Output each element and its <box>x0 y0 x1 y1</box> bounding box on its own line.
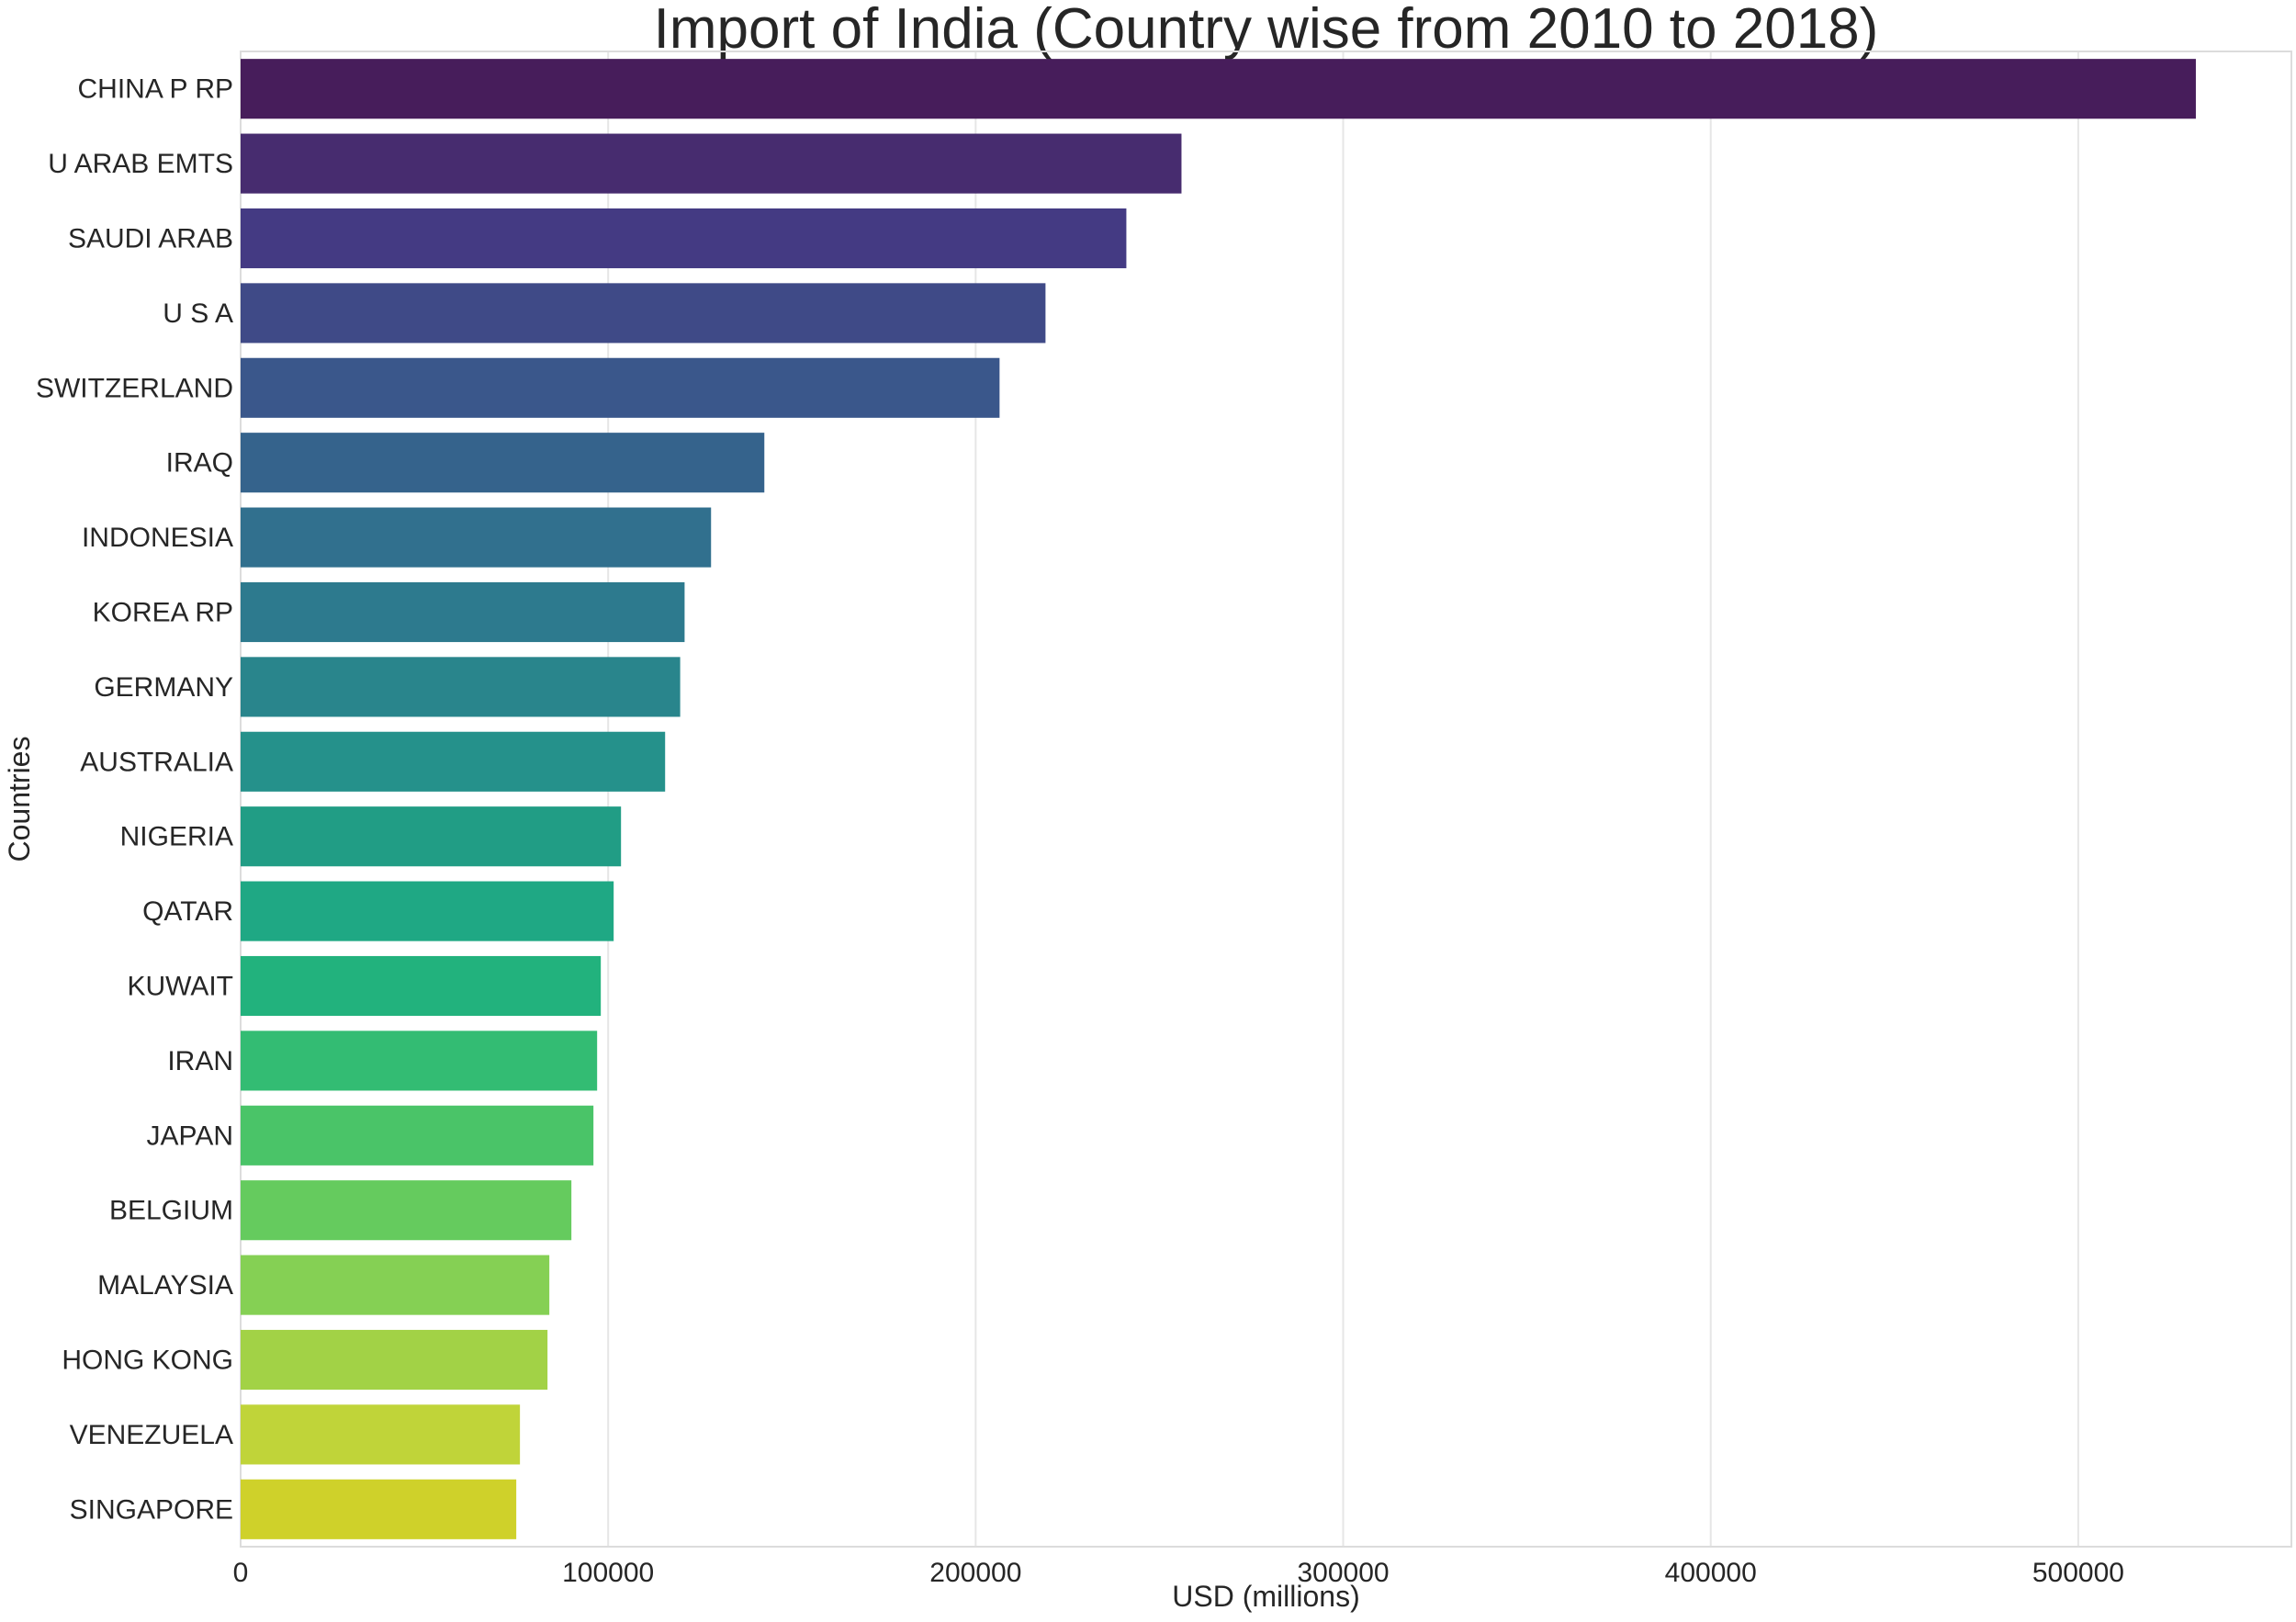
y-tick-label: U S A <box>163 298 233 329</box>
y-tick-label: NIGERIA <box>120 822 233 852</box>
grid-lines <box>240 51 2079 1547</box>
x-tick-labels: 0 100000 200000 300000 400000 500000 <box>233 1558 2124 1588</box>
y-tick-label: JAPAN <box>147 1121 233 1151</box>
y-tick-label: KUWAIT <box>127 972 233 1002</box>
bar <box>241 1105 594 1166</box>
bar <box>241 731 666 792</box>
x-tick-label: 200000 <box>929 1558 1021 1588</box>
bar <box>241 1031 598 1091</box>
x-tick-label: 300000 <box>1297 1558 1389 1588</box>
bars <box>241 59 2196 1539</box>
bar <box>241 881 614 941</box>
bar <box>241 955 602 1017</box>
bar <box>241 1180 572 1241</box>
bar <box>241 1255 550 1315</box>
y-tick-label: KOREA RP <box>93 598 233 628</box>
y-tick-label: IRAQ <box>166 448 233 479</box>
y-tick-label: SINGAPORE <box>70 1494 233 1525</box>
bar <box>241 208 1127 269</box>
bar <box>241 283 1046 344</box>
y-tick-label: AUSTRALIA <box>80 747 233 777</box>
bar <box>241 1479 517 1539</box>
y-tick-label: SWITZERLAND <box>36 373 233 403</box>
y-tick-label: IRAN <box>167 1046 233 1076</box>
y-tick-label: BELGIUM <box>109 1196 233 1226</box>
category-labels: CHINA P RP U ARAB EMTS SAUDI ARAB U S A SWIT… <box>36 74 233 1526</box>
y-tick-label: GERMANY <box>94 672 233 703</box>
plot-frame <box>240 51 2292 1548</box>
y-tick-label: HONG KONG <box>62 1346 233 1376</box>
bar <box>241 507 712 568</box>
y-tick-label: INDONESIA <box>82 523 233 553</box>
x-tick-label: 0 <box>233 1558 249 1588</box>
bar <box>241 133 1182 194</box>
bar <box>241 1404 521 1465</box>
bar <box>241 1329 548 1391</box>
y-tick-label: SAUDI ARAB <box>68 224 233 254</box>
bar <box>241 657 681 717</box>
bar <box>241 581 685 643</box>
x-tick-label: 400000 <box>1665 1558 1757 1588</box>
y-tick-label: U ARAB EMTS <box>48 149 233 179</box>
y-tick-label: CHINA P RP <box>78 74 234 105</box>
bar <box>241 59 2196 119</box>
y-tick-label: VENEZUELA <box>70 1420 233 1450</box>
x-axis-label: USD (millions) <box>1172 1580 1359 1613</box>
y-tick-label: MALAYSIA <box>97 1270 233 1301</box>
bar <box>241 806 622 867</box>
y-tick-label: QATAR <box>142 896 233 927</box>
bar <box>241 433 765 493</box>
x-tick-label: 500000 <box>2032 1558 2124 1588</box>
x-tick-label: 100000 <box>562 1558 654 1588</box>
bar <box>241 357 1000 418</box>
y-axis-label: Countries <box>3 737 36 862</box>
